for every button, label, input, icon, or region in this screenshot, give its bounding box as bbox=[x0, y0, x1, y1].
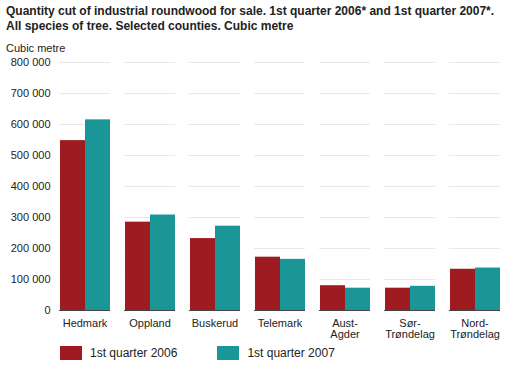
svg-text:700 000: 700 000 bbox=[11, 87, 51, 99]
svg-text:Aust-Agder: Aust-Agder bbox=[330, 317, 360, 340]
svg-text:Nord-Trøndelag: Nord-Trøndelag bbox=[450, 317, 500, 340]
html-text:Cubic metre: Cubic metre bbox=[6, 42, 66, 54]
svg-text:100 000: 100 000 bbox=[11, 273, 51, 285]
svg-text:400 000: 400 000 bbox=[11, 180, 51, 192]
svg-text:200 000: 200 000 bbox=[11, 242, 51, 254]
svg-text:Sør-Trøndelag: Sør-Trøndelag bbox=[385, 317, 435, 340]
svg-text:Buskerud: Buskerud bbox=[192, 317, 238, 329]
svg-text:Hedmark: Hedmark bbox=[63, 317, 108, 329]
svg-text:600 000: 600 000 bbox=[11, 118, 51, 130]
svg-text:0: 0 bbox=[44, 304, 50, 316]
html-text:1st quarter 2006: 1st quarter 2006 bbox=[90, 346, 178, 360]
svg-text:300 000: 300 000 bbox=[11, 211, 51, 223]
html-text:1st quarter 2007: 1st quarter 2007 bbox=[247, 346, 335, 360]
svg-text:Telemark: Telemark bbox=[258, 317, 303, 329]
svg-text:800 000: 800 000 bbox=[11, 56, 51, 68]
svg-text:Oppland: Oppland bbox=[129, 317, 171, 329]
html-text:Quantity cut of industrial rou: Quantity cut of industrial roundwood for… bbox=[6, 4, 495, 33]
svg-text:500 000: 500 000 bbox=[11, 149, 51, 161]
